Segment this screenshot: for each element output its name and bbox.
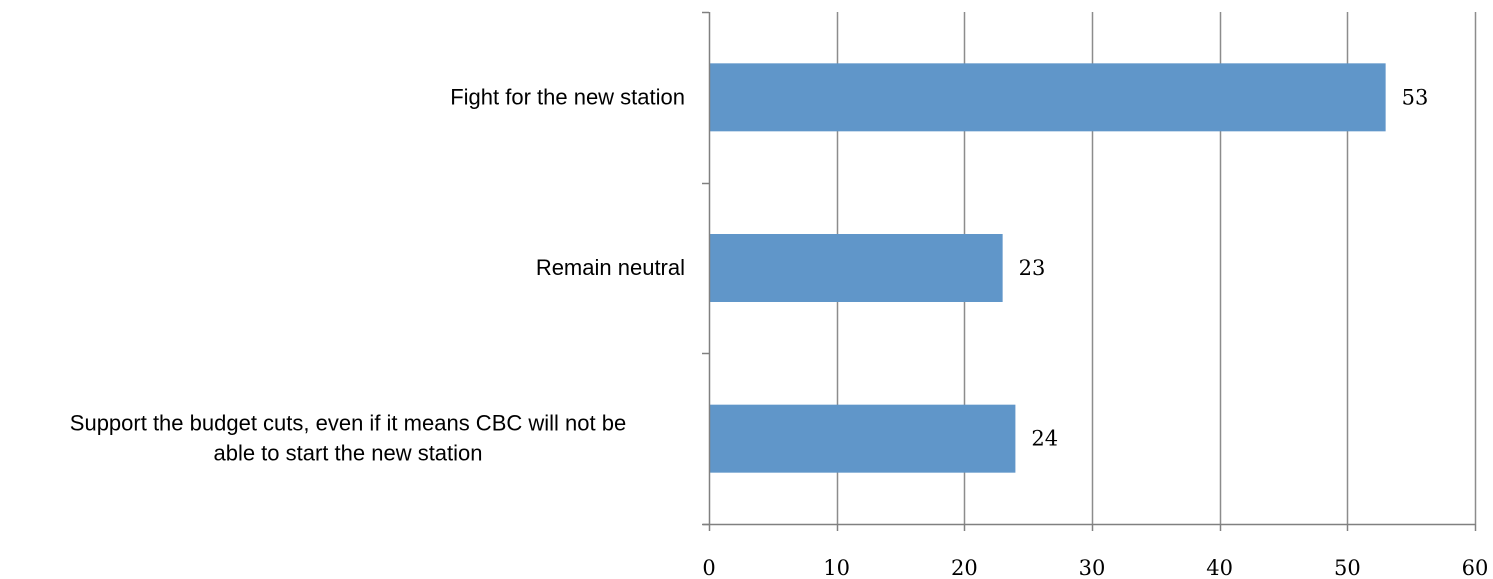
x-tick-label-60: 60 (1462, 556, 1489, 579)
x-tick-label-10: 10 (823, 556, 850, 579)
bars (710, 63, 1386, 473)
category-labels: Fight for the new station Remain neutral S… (70, 84, 685, 465)
x-tick-label-40: 40 (1206, 556, 1233, 579)
category-label-line: Support the budget cuts, even if it mean… (70, 411, 626, 436)
bar-1 (710, 234, 1003, 302)
data-labels: 53 23 24 (1019, 85, 1429, 450)
category-label-line: Remain neutral (536, 255, 685, 280)
category-label-2: Support the budget cuts, even if it mean… (70, 411, 626, 466)
bar-2 (710, 404, 1016, 473)
x-tick-label-20: 20 (951, 556, 978, 579)
x-tick-label-50: 50 (1334, 556, 1361, 579)
category-label-0: Fight for the new station (450, 84, 685, 109)
category-label-1: Remain neutral (536, 255, 685, 280)
bar-0 (710, 63, 1386, 132)
data-label-1: 23 (1019, 256, 1046, 280)
x-tick-label-30: 30 (1079, 556, 1106, 579)
x-tick-label-0: 0 (702, 556, 715, 579)
data-label-0: 53 (1402, 85, 1429, 109)
x-tick-labels: 0 10 20 30 40 50 60 (702, 556, 1488, 579)
data-label-2: 24 (1031, 427, 1058, 451)
category-label-line: able to start the new station (213, 441, 482, 466)
category-label-line: Fight for the new station (450, 84, 685, 109)
axes (702, 11, 1477, 531)
